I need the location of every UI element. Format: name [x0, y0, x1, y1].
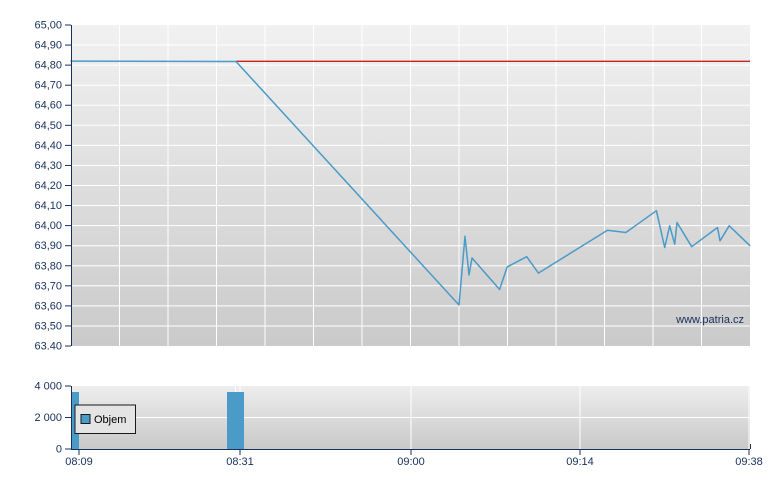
svg-text:64,90: 64,90 [34, 40, 62, 52]
svg-text:0: 0 [56, 444, 62, 456]
svg-text:08:31: 08:31 [226, 456, 254, 468]
svg-text:64,30: 64,30 [34, 160, 62, 172]
svg-text:64,80: 64,80 [34, 60, 62, 72]
svg-text:2 000: 2 000 [34, 412, 62, 424]
svg-text:63,60: 63,60 [34, 300, 62, 312]
svg-text:63.40: 63.40 [34, 341, 62, 353]
svg-text:08:09: 08:09 [65, 456, 93, 468]
svg-text:64,60: 64,60 [34, 100, 62, 112]
svg-text:64,50: 64,50 [34, 120, 62, 132]
svg-text:www.patria.cz: www.patria.cz [675, 314, 744, 326]
svg-text:63,90: 63,90 [34, 240, 62, 252]
svg-text:09:38: 09:38 [735, 456, 763, 468]
svg-text:09:14: 09:14 [566, 456, 594, 468]
svg-text:64,00: 64,00 [34, 220, 62, 232]
svg-text:Objem: Objem [94, 414, 126, 426]
svg-text:09:00: 09:00 [397, 456, 425, 468]
svg-text:63,50: 63,50 [34, 320, 62, 332]
svg-text:64,20: 64,20 [34, 180, 62, 192]
svg-text:64,10: 64,10 [34, 200, 62, 212]
svg-text:65,00: 65,00 [34, 20, 62, 32]
svg-text:64,40: 64,40 [34, 140, 62, 152]
svg-text:63,80: 63,80 [34, 260, 62, 272]
svg-text:63,70: 63,70 [34, 280, 62, 292]
svg-text:4 000: 4 000 [34, 381, 62, 393]
svg-text:64,70: 64,70 [34, 80, 62, 92]
